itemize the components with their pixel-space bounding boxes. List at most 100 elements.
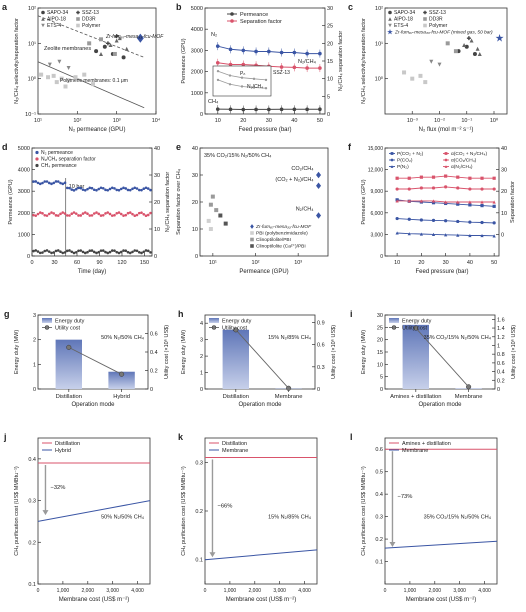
- y-right-tick-label: 1.2: [497, 335, 505, 341]
- y-tick-label: 2000: [18, 211, 30, 217]
- y-axis-label: Separation factor over CH₄: [176, 168, 182, 235]
- data-point: [418, 73, 423, 78]
- data-point: [124, 213, 128, 217]
- panel-letter: d: [2, 142, 8, 152]
- data-point: [223, 221, 228, 226]
- data-point: [444, 200, 448, 204]
- data-point: [99, 51, 104, 56]
- data-point: [318, 66, 322, 70]
- data-point: [140, 251, 143, 255]
- legend-entry: Energy duty: [55, 319, 85, 325]
- y-tick-label: 0.4: [28, 457, 36, 463]
- data-point: [90, 214, 94, 217]
- inset-point: [264, 87, 268, 90]
- data-point: [119, 250, 123, 254]
- data-point: [106, 188, 110, 192]
- legend-marker: [41, 17, 45, 21]
- data-point: [468, 203, 472, 207]
- y-axis-label: CH₄ purification cost (US$ MMBtu⁻¹): [14, 466, 20, 556]
- data-point: [88, 249, 92, 253]
- legend-entry: N₂ permeance: [41, 150, 73, 156]
- y-tick-label: 0.1: [375, 560, 383, 566]
- data-point: [410, 76, 415, 81]
- data-point: [50, 211, 53, 214]
- condition-label: 15% N₂/85% CH₄: [268, 335, 312, 341]
- reduction-arrowhead: [42, 510, 49, 516]
- data-point: [407, 187, 411, 191]
- data-point: [95, 188, 98, 192]
- legend-marker: [423, 23, 427, 28]
- data-point: [419, 218, 423, 222]
- data-point: [68, 186, 71, 190]
- data-point: [106, 251, 110, 255]
- y-right-tick-label: 20: [501, 189, 507, 195]
- data-point: [254, 107, 258, 112]
- data-point: [72, 251, 76, 255]
- data-point: [292, 65, 297, 70]
- legend-entry: AlPO-18: [47, 17, 66, 23]
- data-point: [136, 33, 144, 43]
- data-point: [36, 181, 40, 185]
- x-tick-label: 4,000: [298, 588, 311, 594]
- legend-marker: [230, 19, 234, 23]
- data-point: [45, 249, 49, 252]
- legend-marker: [390, 158, 394, 162]
- data-point: [137, 211, 141, 215]
- data-point: [117, 251, 121, 255]
- x-tick-label: 10: [215, 118, 221, 124]
- legend-entry: SSZ-13: [429, 10, 446, 16]
- bar: [222, 329, 249, 389]
- data-point: [101, 214, 105, 217]
- data-point: [140, 188, 143, 192]
- data-point: [468, 200, 472, 204]
- data-point: [305, 51, 309, 56]
- y-right-tick-label: 0: [501, 232, 504, 238]
- data-point: [117, 36, 122, 41]
- y-tick-label: 3,000: [370, 232, 383, 238]
- data-point: [292, 107, 297, 112]
- y-tick-label: 0: [200, 387, 203, 393]
- chart-panel-l: l 0 1,000 2,000 3,000 4,000 0.1 0.2 0.3 0.4 0.5 0.6…: [350, 432, 498, 603]
- x-tick-label: 10⁴: [152, 117, 161, 124]
- legend-entry: Distillation: [222, 441, 247, 447]
- data-point: [144, 214, 148, 218]
- x-axis-label: Operation mode: [418, 402, 462, 408]
- legend-marker: [41, 23, 45, 28]
- data-point: [469, 38, 474, 43]
- legend-entry: α(N₂/CH₄): [451, 164, 473, 170]
- plot-frame: [37, 437, 151, 585]
- panel-letter: l: [350, 432, 353, 442]
- data-point: [43, 249, 47, 253]
- legend-entry: SAPO-34: [394, 10, 415, 16]
- y-right-axis-label: Utility cost (×10⁶ US$): [510, 325, 517, 379]
- y-tick-label: 12,000: [368, 168, 384, 174]
- y-right-tick-label: 0.4: [497, 370, 505, 376]
- data-point: [97, 187, 101, 191]
- y-axis-label: Permeance (GPU): [8, 179, 14, 224]
- y-axis-label: N₂/CH₄ selectivity/separation factor: [361, 18, 367, 104]
- x-tick-label: 10⁻³: [407, 118, 418, 124]
- y-axis-label: Energy duty (MW): [14, 330, 20, 374]
- data-point: [208, 202, 213, 207]
- annotation: N₂: [211, 32, 217, 38]
- data-point: [126, 188, 130, 192]
- legend-entry: Polymer: [429, 23, 448, 29]
- y-right-axis-label: Separation factor: [510, 181, 516, 223]
- y-right-tick-label: 30: [327, 6, 333, 12]
- y-tick-label: 0.2: [375, 537, 383, 543]
- data-point: [38, 251, 42, 255]
- legend-swatch: [389, 318, 399, 323]
- data-point: [228, 62, 233, 67]
- data-point: [65, 249, 69, 253]
- y-tick-label: 1000: [18, 232, 30, 238]
- y-right-tick-label: 15: [327, 59, 333, 65]
- data-point: [444, 185, 448, 189]
- data-point: [445, 41, 450, 46]
- data-point: [146, 187, 150, 190]
- data-point: [279, 107, 284, 112]
- data-point: [119, 371, 125, 377]
- legend-marker: [35, 163, 39, 168]
- panel-letter: c: [348, 2, 353, 12]
- data-point: [70, 250, 74, 254]
- data-point: [68, 214, 71, 217]
